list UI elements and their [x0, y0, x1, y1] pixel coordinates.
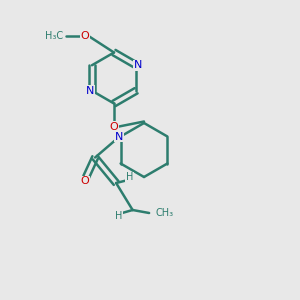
- Text: N: N: [134, 60, 142, 70]
- Text: N: N: [86, 86, 94, 96]
- Text: CH₃: CH₃: [155, 208, 173, 218]
- Text: O: O: [80, 31, 89, 41]
- Text: O: O: [110, 122, 118, 132]
- Text: H: H: [126, 172, 133, 182]
- Text: N: N: [115, 131, 123, 142]
- Text: O: O: [80, 176, 89, 187]
- Text: H₃C: H₃C: [45, 31, 63, 41]
- Text: H: H: [116, 211, 123, 221]
